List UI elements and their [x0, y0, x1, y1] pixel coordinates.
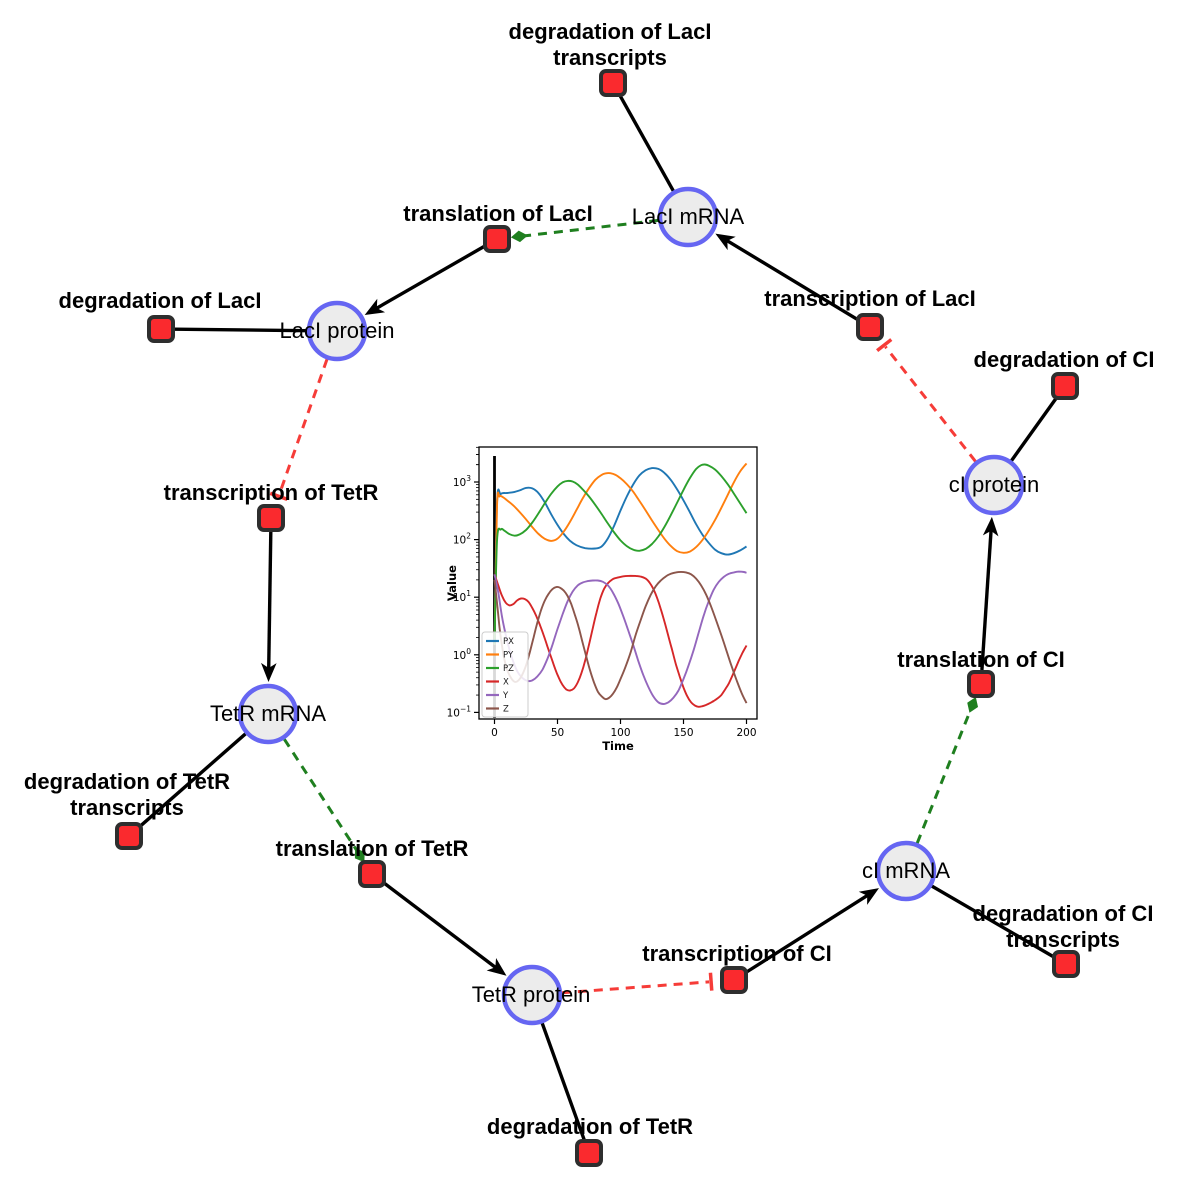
arrowhead-icon	[715, 233, 736, 251]
reaction-label-deg_ci-line1: degradation of CI	[974, 347, 1155, 372]
chart-curve-PY	[493, 462, 748, 645]
x-tick-label: 0	[491, 727, 498, 739]
arrowhead-icon	[982, 516, 999, 537]
reaction-node-deg_tetr	[575, 1139, 603, 1167]
labels-layer: LacI mRNA LacI protein TetR mRNA TetR prote…	[24, 19, 1155, 1139]
reaction-node-tsl_laci	[483, 225, 511, 253]
legend-label-PZ: PZ	[503, 664, 514, 674]
x-tick-label: 150	[673, 727, 693, 739]
inhibition-tbar-icon	[876, 338, 893, 353]
x-tick-label: 100	[610, 727, 630, 739]
legend-label-PY: PY	[503, 651, 514, 661]
legend-label-Y: Y	[502, 691, 509, 701]
y-tick-label: 10−1	[447, 704, 472, 719]
reaction-label-deg_ci_tx-line2: transcripts	[1006, 927, 1120, 952]
species-node-tetr_prot	[501, 964, 563, 1026]
y-tick-label: 102	[453, 532, 471, 547]
x-tick-label: 200	[736, 727, 756, 739]
reaction-node-tsl_ci	[967, 670, 995, 698]
edge-consumption-deg_laci_tx-laci_mrna	[618, 94, 675, 192]
inhibition-tbar-icon	[708, 972, 714, 991]
reaction-label-tsl_tetr-line1: translation of TetR	[276, 836, 469, 861]
reaction-label-tsl_ci-line1: translation of CI	[897, 647, 1064, 672]
legend-label-PX: PX	[503, 637, 514, 647]
reaction-node-tsl_tetr	[358, 860, 386, 888]
inhibition-tbar-icon	[269, 491, 288, 501]
y-tick-label: 100	[453, 647, 471, 662]
edge-modifier-tetr_mrna-tsl_tetr	[283, 738, 361, 856]
edge-consumption-tetr_prot-deg_tetr	[540, 1022, 586, 1141]
species-node-tetr_mrna	[237, 683, 299, 745]
chart-curve-PX	[493, 467, 747, 645]
chart-curve-PZ	[493, 463, 748, 645]
reaction-label-tsc_laci-line1: transcription of LacI	[764, 286, 975, 311]
reaction-label-deg_tetr-line1: degradation of TetR	[487, 1114, 693, 1139]
edge-inhibition-laci_prot-tsc_tetr	[277, 358, 329, 495]
edge-consumption-tetr_mrna-deg_tetr_tx	[138, 732, 247, 829]
edge-consumption-ci_mrna-deg_ci_tx	[931, 884, 1055, 959]
reaction-label-tsc_ci-line1: transcription of CI	[642, 941, 831, 966]
edge-modifier-laci_mrna-tsl_laci	[519, 218, 659, 238]
species-label-laci_mrna: LacI mRNA	[632, 204, 745, 229]
plot-frame	[478, 446, 758, 720]
edge-production-tsl_ci-ci_prot	[980, 529, 993, 671]
modifier-arrowhead-icon	[510, 230, 528, 243]
species-node-ci_mrna	[875, 840, 937, 902]
x-tick-label: 50	[551, 727, 564, 739]
reaction-label-deg_tetr_tx-line1: degradation of TetR	[24, 769, 230, 794]
modifier-arrowhead-icon	[354, 848, 365, 863]
species-node-ci_prot	[963, 454, 1025, 516]
edge-inhibition-ci_prot-tsc_laci	[884, 345, 977, 463]
species-label-tetr_prot: TetR protein	[472, 982, 591, 1007]
reaction-node-deg_ci_tx	[1052, 950, 1080, 978]
species-label-ci_mrna: cI mRNA	[862, 858, 950, 883]
reaction-node-tsc_tetr	[257, 504, 285, 532]
reaction-label-deg_ci_tx-line1: degradation of CI	[973, 901, 1154, 926]
legend-label-X: X	[503, 678, 509, 688]
edges-layer	[138, 94, 1059, 1141]
reaction-node-deg_laci_tx	[599, 69, 627, 97]
reaction-label-deg_laci-line1: degradation of LacI	[59, 288, 262, 313]
chart-curve-X	[493, 573, 748, 708]
species-label-tetr_mrna: TetR mRNA	[210, 701, 326, 726]
legend-label-Z: Z	[503, 705, 509, 715]
edge-modifier-ci_mrna-tsl_ci	[915, 704, 974, 844]
reaction-label-deg_laci_tx-line2: transcripts	[553, 45, 667, 70]
edge-production-tsl_tetr-tetr_prot	[382, 881, 498, 970]
reaction-node-deg_laci	[147, 315, 175, 343]
arrowhead-icon	[260, 662, 277, 682]
arrowhead-icon	[364, 298, 386, 315]
reaction-node-tsc_laci	[856, 313, 884, 341]
reaction-node-deg_ci	[1051, 372, 1079, 400]
edge-production-tsl_laci-laci_prot	[375, 244, 486, 311]
reaction-label-deg_tetr_tx-line2: transcripts	[70, 795, 184, 820]
species-node-laci_mrna	[657, 186, 719, 248]
reaction-node-tsc_ci	[720, 966, 748, 994]
species-label-laci_prot: LacI protein	[280, 318, 395, 343]
reaction-label-tsl_laci-line1: translation of LacI	[403, 201, 592, 226]
modifier-arrowhead-icon	[967, 697, 979, 713]
edge-production-tsc_laci-laci_mrna	[725, 238, 859, 322]
edge-inhibition-tetr_prot-tsc_ci	[561, 980, 710, 995]
edge-consumption-laci_prot-deg_laci	[174, 327, 308, 333]
edge-production-tsc_tetr-tetr_mrna	[267, 531, 273, 670]
nodes-layer	[115, 69, 1080, 1167]
species-node-laci_prot	[306, 300, 368, 362]
reaction-label-deg_laci_tx-line1: degradation of LacI	[509, 19, 712, 44]
arrowhead-icon	[858, 888, 879, 905]
y-axis-title: Value	[445, 565, 459, 601]
arrowhead-icon	[486, 958, 507, 976]
reaction-node-deg_tetr_tx	[115, 822, 143, 850]
edge-consumption-ci_prot-deg_ci	[1010, 396, 1059, 462]
species-label-ci_prot: cI protein	[949, 472, 1040, 497]
edge-production-tsc_ci-ci_mrna	[744, 893, 869, 974]
x-axis-title: Time	[602, 739, 634, 753]
reaction-label-tsc_tetr-line1: transcription of TetR	[164, 480, 379, 505]
y-tick-label: 103	[453, 474, 471, 489]
